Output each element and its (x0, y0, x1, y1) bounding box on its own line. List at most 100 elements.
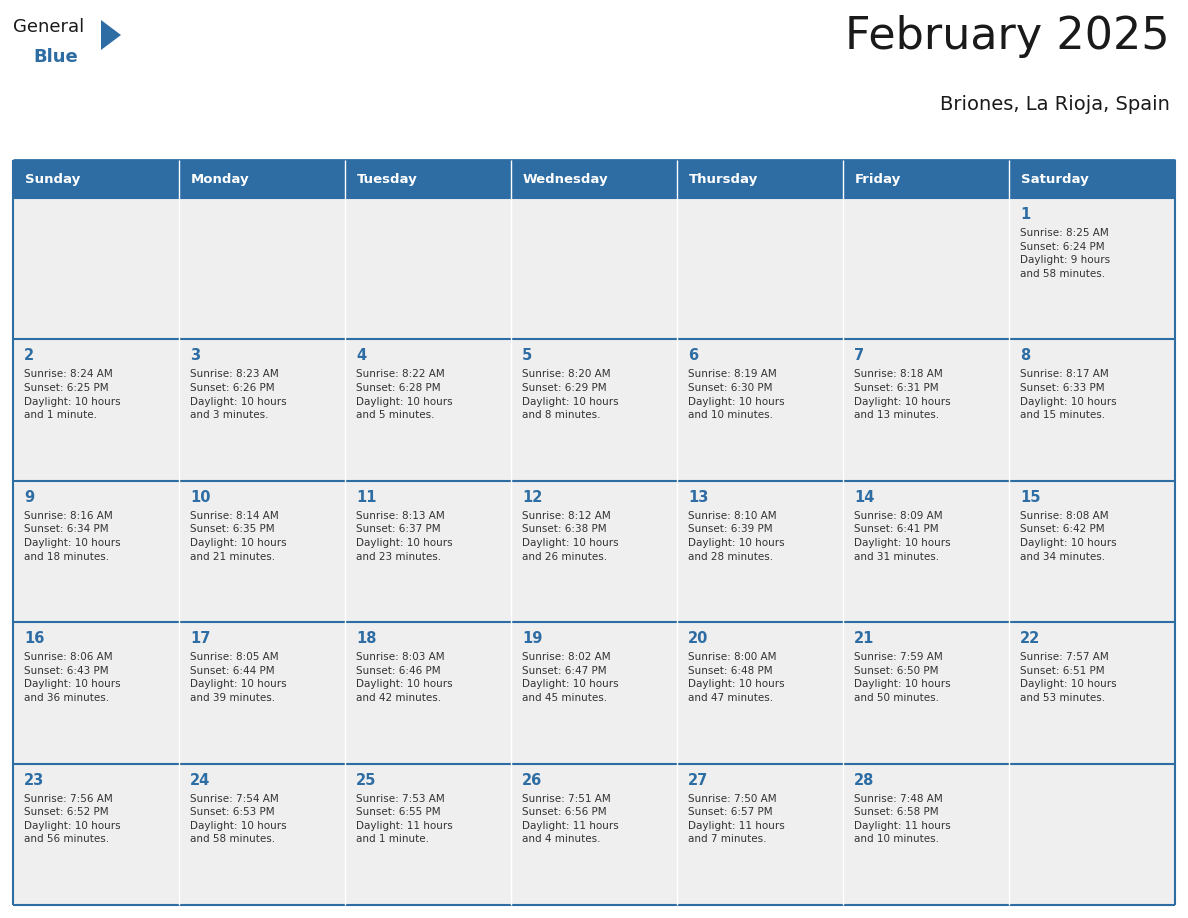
Text: Sunrise: 7:48 AM
Sunset: 6:58 PM
Daylight: 11 hours
and 10 minutes.: Sunrise: 7:48 AM Sunset: 6:58 PM Dayligh… (854, 793, 950, 845)
Text: Monday: Monday (191, 173, 249, 185)
Bar (843, 481, 1009, 622)
Text: 8: 8 (1020, 349, 1030, 364)
Bar (677, 340, 843, 481)
Text: Wednesday: Wednesday (523, 173, 608, 185)
Text: Sunrise: 8:13 AM
Sunset: 6:37 PM
Daylight: 10 hours
and 23 minutes.: Sunrise: 8:13 AM Sunset: 6:37 PM Dayligh… (356, 510, 453, 562)
Bar (511, 764, 677, 905)
Text: 2: 2 (24, 349, 34, 364)
Bar (179, 160, 345, 198)
Text: Sunrise: 8:16 AM
Sunset: 6:34 PM
Daylight: 10 hours
and 18 minutes.: Sunrise: 8:16 AM Sunset: 6:34 PM Dayligh… (24, 510, 121, 562)
Text: 14: 14 (854, 490, 874, 505)
Bar (843, 160, 1009, 198)
Text: 25: 25 (356, 773, 377, 788)
Bar (843, 340, 1009, 481)
Text: Sunrise: 7:56 AM
Sunset: 6:52 PM
Daylight: 10 hours
and 56 minutes.: Sunrise: 7:56 AM Sunset: 6:52 PM Dayligh… (24, 793, 121, 845)
Bar (13, 481, 179, 622)
Text: General: General (13, 18, 84, 36)
Bar (677, 198, 843, 340)
Bar (13, 198, 179, 340)
Text: 21: 21 (854, 632, 874, 646)
Bar (511, 622, 677, 764)
Text: Blue: Blue (33, 48, 77, 66)
Text: 22: 22 (1020, 632, 1041, 646)
Bar (345, 160, 511, 198)
Text: 7: 7 (854, 349, 864, 364)
Bar (345, 764, 511, 905)
Polygon shape (101, 20, 121, 50)
Text: 19: 19 (522, 632, 543, 646)
Text: Sunrise: 8:22 AM
Sunset: 6:28 PM
Daylight: 10 hours
and 5 minutes.: Sunrise: 8:22 AM Sunset: 6:28 PM Dayligh… (356, 369, 453, 420)
Bar (13, 764, 179, 905)
Text: 6: 6 (688, 349, 699, 364)
Text: 15: 15 (1020, 490, 1041, 505)
Text: Sunrise: 8:03 AM
Sunset: 6:46 PM
Daylight: 10 hours
and 42 minutes.: Sunrise: 8:03 AM Sunset: 6:46 PM Dayligh… (356, 652, 453, 703)
Text: Sunrise: 8:05 AM
Sunset: 6:44 PM
Daylight: 10 hours
and 39 minutes.: Sunrise: 8:05 AM Sunset: 6:44 PM Dayligh… (190, 652, 286, 703)
Bar (179, 764, 345, 905)
Text: Sunrise: 8:12 AM
Sunset: 6:38 PM
Daylight: 10 hours
and 26 minutes.: Sunrise: 8:12 AM Sunset: 6:38 PM Dayligh… (522, 510, 619, 562)
Text: Sunrise: 8:20 AM
Sunset: 6:29 PM
Daylight: 10 hours
and 8 minutes.: Sunrise: 8:20 AM Sunset: 6:29 PM Dayligh… (522, 369, 619, 420)
Text: Sunrise: 7:50 AM
Sunset: 6:57 PM
Daylight: 11 hours
and 7 minutes.: Sunrise: 7:50 AM Sunset: 6:57 PM Dayligh… (688, 793, 785, 845)
Bar (179, 198, 345, 340)
Text: Sunrise: 8:02 AM
Sunset: 6:47 PM
Daylight: 10 hours
and 45 minutes.: Sunrise: 8:02 AM Sunset: 6:47 PM Dayligh… (522, 652, 619, 703)
Bar (1009, 764, 1175, 905)
Text: Sunrise: 7:51 AM
Sunset: 6:56 PM
Daylight: 11 hours
and 4 minutes.: Sunrise: 7:51 AM Sunset: 6:56 PM Dayligh… (522, 793, 619, 845)
Text: 24: 24 (190, 773, 210, 788)
Text: 11: 11 (356, 490, 377, 505)
Bar (677, 481, 843, 622)
Bar (843, 622, 1009, 764)
Bar (511, 160, 677, 198)
Text: Friday: Friday (855, 173, 902, 185)
Bar (1009, 198, 1175, 340)
Text: 3: 3 (190, 349, 200, 364)
Text: Sunrise: 8:10 AM
Sunset: 6:39 PM
Daylight: 10 hours
and 28 minutes.: Sunrise: 8:10 AM Sunset: 6:39 PM Dayligh… (688, 510, 784, 562)
Bar (677, 622, 843, 764)
Bar (13, 340, 179, 481)
Text: Sunrise: 8:00 AM
Sunset: 6:48 PM
Daylight: 10 hours
and 47 minutes.: Sunrise: 8:00 AM Sunset: 6:48 PM Dayligh… (688, 652, 784, 703)
Bar (843, 764, 1009, 905)
Text: 20: 20 (688, 632, 708, 646)
Bar (511, 481, 677, 622)
Text: Sunrise: 8:18 AM
Sunset: 6:31 PM
Daylight: 10 hours
and 13 minutes.: Sunrise: 8:18 AM Sunset: 6:31 PM Dayligh… (854, 369, 950, 420)
Bar (179, 622, 345, 764)
Bar (511, 340, 677, 481)
Bar (843, 198, 1009, 340)
Text: Sunrise: 7:59 AM
Sunset: 6:50 PM
Daylight: 10 hours
and 50 minutes.: Sunrise: 7:59 AM Sunset: 6:50 PM Dayligh… (854, 652, 950, 703)
Bar (179, 340, 345, 481)
Text: Sunrise: 8:23 AM
Sunset: 6:26 PM
Daylight: 10 hours
and 3 minutes.: Sunrise: 8:23 AM Sunset: 6:26 PM Dayligh… (190, 369, 286, 420)
Bar (345, 622, 511, 764)
Text: February 2025: February 2025 (846, 15, 1170, 58)
Text: Sunday: Sunday (25, 173, 81, 185)
Bar (677, 160, 843, 198)
Text: Briones, La Rioja, Spain: Briones, La Rioja, Spain (940, 95, 1170, 114)
Text: Tuesday: Tuesday (358, 173, 418, 185)
Bar (677, 764, 843, 905)
Text: 26: 26 (522, 773, 542, 788)
Text: Thursday: Thursday (689, 173, 758, 185)
Bar (13, 160, 179, 198)
Bar (1009, 481, 1175, 622)
Text: Sunrise: 7:54 AM
Sunset: 6:53 PM
Daylight: 10 hours
and 58 minutes.: Sunrise: 7:54 AM Sunset: 6:53 PM Dayligh… (190, 793, 286, 845)
Text: 28: 28 (854, 773, 874, 788)
Text: Sunrise: 7:57 AM
Sunset: 6:51 PM
Daylight: 10 hours
and 53 minutes.: Sunrise: 7:57 AM Sunset: 6:51 PM Dayligh… (1020, 652, 1117, 703)
Bar (179, 481, 345, 622)
Text: Sunrise: 8:25 AM
Sunset: 6:24 PM
Daylight: 9 hours
and 58 minutes.: Sunrise: 8:25 AM Sunset: 6:24 PM Dayligh… (1020, 228, 1110, 279)
Bar (13, 622, 179, 764)
Text: 18: 18 (356, 632, 377, 646)
Text: Sunrise: 8:17 AM
Sunset: 6:33 PM
Daylight: 10 hours
and 15 minutes.: Sunrise: 8:17 AM Sunset: 6:33 PM Dayligh… (1020, 369, 1117, 420)
Text: 13: 13 (688, 490, 708, 505)
Text: Sunrise: 7:53 AM
Sunset: 6:55 PM
Daylight: 11 hours
and 1 minute.: Sunrise: 7:53 AM Sunset: 6:55 PM Dayligh… (356, 793, 453, 845)
Bar (345, 481, 511, 622)
Text: Sunrise: 8:08 AM
Sunset: 6:42 PM
Daylight: 10 hours
and 34 minutes.: Sunrise: 8:08 AM Sunset: 6:42 PM Dayligh… (1020, 510, 1117, 562)
Bar (345, 198, 511, 340)
Text: 1: 1 (1020, 207, 1030, 222)
Bar (511, 198, 677, 340)
Text: Saturday: Saturday (1020, 173, 1088, 185)
Text: Sunrise: 8:14 AM
Sunset: 6:35 PM
Daylight: 10 hours
and 21 minutes.: Sunrise: 8:14 AM Sunset: 6:35 PM Dayligh… (190, 510, 286, 562)
Text: 9: 9 (24, 490, 34, 505)
Text: Sunrise: 8:06 AM
Sunset: 6:43 PM
Daylight: 10 hours
and 36 minutes.: Sunrise: 8:06 AM Sunset: 6:43 PM Dayligh… (24, 652, 121, 703)
Text: 27: 27 (688, 773, 708, 788)
Bar (1009, 622, 1175, 764)
Text: 5: 5 (522, 349, 532, 364)
Bar (345, 340, 511, 481)
Bar (1009, 340, 1175, 481)
